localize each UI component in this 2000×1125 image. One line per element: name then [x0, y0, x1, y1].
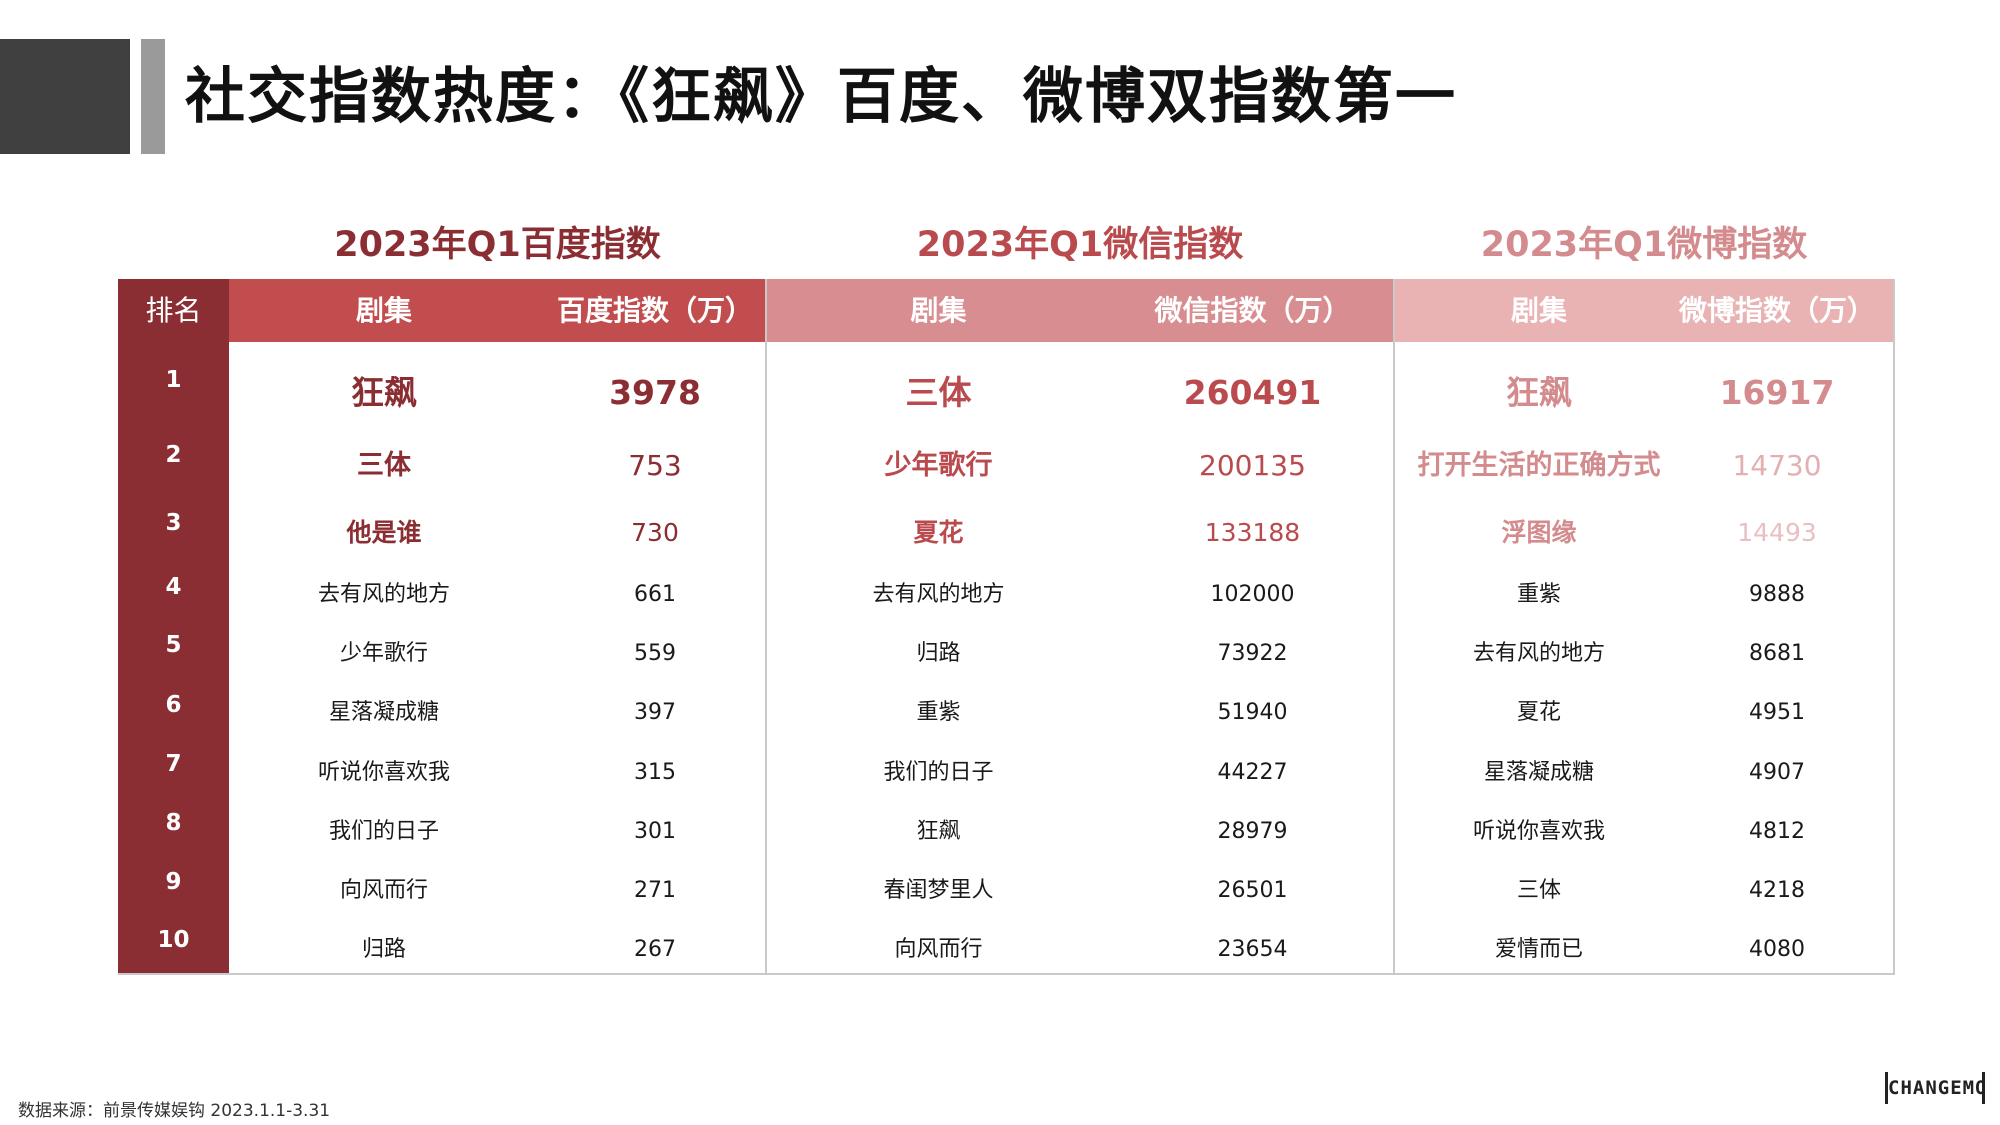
weixin-header-bar [766, 279, 1394, 342]
rank-number: 4 [165, 574, 182, 600]
weixin-row-name: 夏花 [913, 518, 964, 547]
baidu-row-value: 301 [634, 819, 676, 844]
baidu-row-name: 他是谁 [346, 518, 422, 547]
rank-number: 7 [165, 751, 182, 777]
weixin-row-value: 102000 [1210, 582, 1295, 607]
rank-number: 8 [165, 810, 182, 836]
weibo-row-value: 16917 [1719, 373, 1835, 412]
weibo-row-value: 8681 [1749, 641, 1805, 666]
divider-weixin-weibo [1393, 279, 1395, 975]
rank-column [118, 279, 229, 975]
weixin-row-name: 少年歌行 [884, 450, 993, 481]
weixin-col-value-header: 微信指数（万） [1154, 294, 1351, 327]
rank-number: 6 [165, 692, 182, 718]
baidu-row-value: 661 [634, 582, 676, 607]
baidu-row-name: 狂飙 [351, 373, 417, 412]
baidu-col-name-header: 剧集 [355, 294, 412, 327]
weibo-header-bar [1394, 279, 1894, 342]
weibo-row-name: 夏花 [1516, 700, 1561, 725]
weixin-row-value: 51940 [1217, 700, 1288, 725]
weibo-row-value: 14730 [1732, 449, 1822, 482]
weixin-row-value: 28979 [1217, 819, 1288, 844]
weixin-row-value: 73922 [1217, 641, 1288, 666]
weibo-row-name: 听说你喜欢我 [1472, 819, 1605, 844]
weixin-row-name: 归路 [916, 641, 961, 666]
source-note: 数据来源：前景传媒娱钩 2023.1.1-3.31 [18, 1101, 331, 1121]
table-right-border [1893, 279, 1895, 975]
weixin-row-name: 向风而行 [894, 937, 983, 962]
baidu-section-title: 2023年Q1百度指数 [334, 225, 661, 265]
baidu-row-value: 3978 [609, 373, 701, 412]
title-accent-bar [141, 39, 165, 154]
baidu-row-name: 归路 [361, 937, 406, 962]
baidu-row-name: 星落凝成糖 [328, 700, 439, 725]
divider-baidu-weixin [765, 279, 767, 975]
weibo-row-value: 4907 [1749, 760, 1805, 785]
baidu-row-name: 少年歌行 [339, 641, 428, 666]
rank-number: 5 [165, 632, 182, 658]
rank-number: 1 [165, 367, 182, 393]
baidu-row-value: 730 [631, 518, 679, 547]
baidu-header-bar [229, 279, 766, 342]
rank-header: 排名 [145, 294, 202, 327]
weixin-section-title: 2023年Q1微信指数 [916, 225, 1244, 265]
weixin-row-value: 44227 [1217, 760, 1288, 785]
table-bottom-border [118, 973, 1895, 975]
rank-number: 3 [165, 510, 182, 536]
baidu-row-value: 267 [634, 937, 676, 962]
baidu-row-value: 271 [634, 878, 676, 903]
baidu-row-name: 向风而行 [339, 878, 428, 903]
weibo-row-value: 9888 [1749, 582, 1805, 607]
weixin-col-name-header: 剧集 [910, 294, 967, 327]
baidu-row-name: 去有风的地方 [317, 582, 450, 607]
weibo-col-value-header: 微博指数（万） [1678, 294, 1875, 327]
weibo-row-value: 4812 [1749, 819, 1805, 844]
weibo-row-value: 14493 [1737, 518, 1817, 547]
weibo-row-name: 打开生活的正确方式 [1417, 450, 1661, 481]
baidu-row-name: 三体 [357, 450, 411, 481]
weixin-row-value: 26501 [1217, 878, 1288, 903]
baidu-row-value: 397 [634, 700, 676, 725]
page-title: 社交指数热度：《狂飙》百度、微博双指数第一 [185, 62, 1457, 132]
baidu-row-name: 我们的日子 [328, 819, 439, 844]
baidu-row-value: 559 [634, 641, 676, 666]
weibo-row-name: 狂飙 [1506, 373, 1572, 412]
weibo-row-value: 4080 [1749, 937, 1805, 962]
title-dark-block [0, 39, 130, 154]
rank-number: 9 [165, 869, 182, 895]
baidu-row-value: 315 [634, 760, 676, 785]
weibo-row-name: 去有风的地方 [1472, 641, 1605, 666]
weixin-row-name: 春闺梦里人 [883, 878, 994, 903]
weixin-row-value: 23654 [1217, 937, 1288, 962]
weixin-row-name: 狂飙 [916, 819, 961, 844]
weixin-row-name: 三体 [905, 373, 972, 412]
weixin-row-value: 133188 [1204, 518, 1301, 547]
weibo-row-value: 4951 [1749, 700, 1805, 725]
baidu-row-name: 听说你喜欢我 [317, 760, 450, 785]
brand-logo: CHANGEMO [1885, 1072, 1985, 1104]
weibo-row-name: 三体 [1516, 878, 1561, 903]
weixin-row-value: 200135 [1199, 449, 1306, 482]
weibo-row-name: 浮图缘 [1501, 518, 1577, 547]
weibo-row-name: 星落凝成糖 [1483, 760, 1594, 785]
weibo-row-value: 4218 [1749, 878, 1805, 903]
rank-number: 10 [157, 927, 190, 953]
weixin-row-name: 去有风的地方 [872, 582, 1005, 607]
weixin-row-name: 我们的日子 [883, 760, 994, 785]
weixin-row-value: 260491 [1183, 373, 1322, 412]
weibo-section-title: 2023年Q1微博指数 [1480, 225, 1808, 265]
weixin-row-name: 重紫 [916, 700, 961, 725]
baidu-col-value-header: 百度指数（万） [556, 294, 753, 327]
weibo-row-name: 爱情而已 [1494, 937, 1583, 962]
weibo-row-name: 重紫 [1516, 582, 1561, 607]
rank-number: 2 [165, 442, 182, 468]
weibo-col-name-header: 剧集 [1510, 294, 1567, 327]
baidu-row-value: 753 [628, 449, 682, 482]
